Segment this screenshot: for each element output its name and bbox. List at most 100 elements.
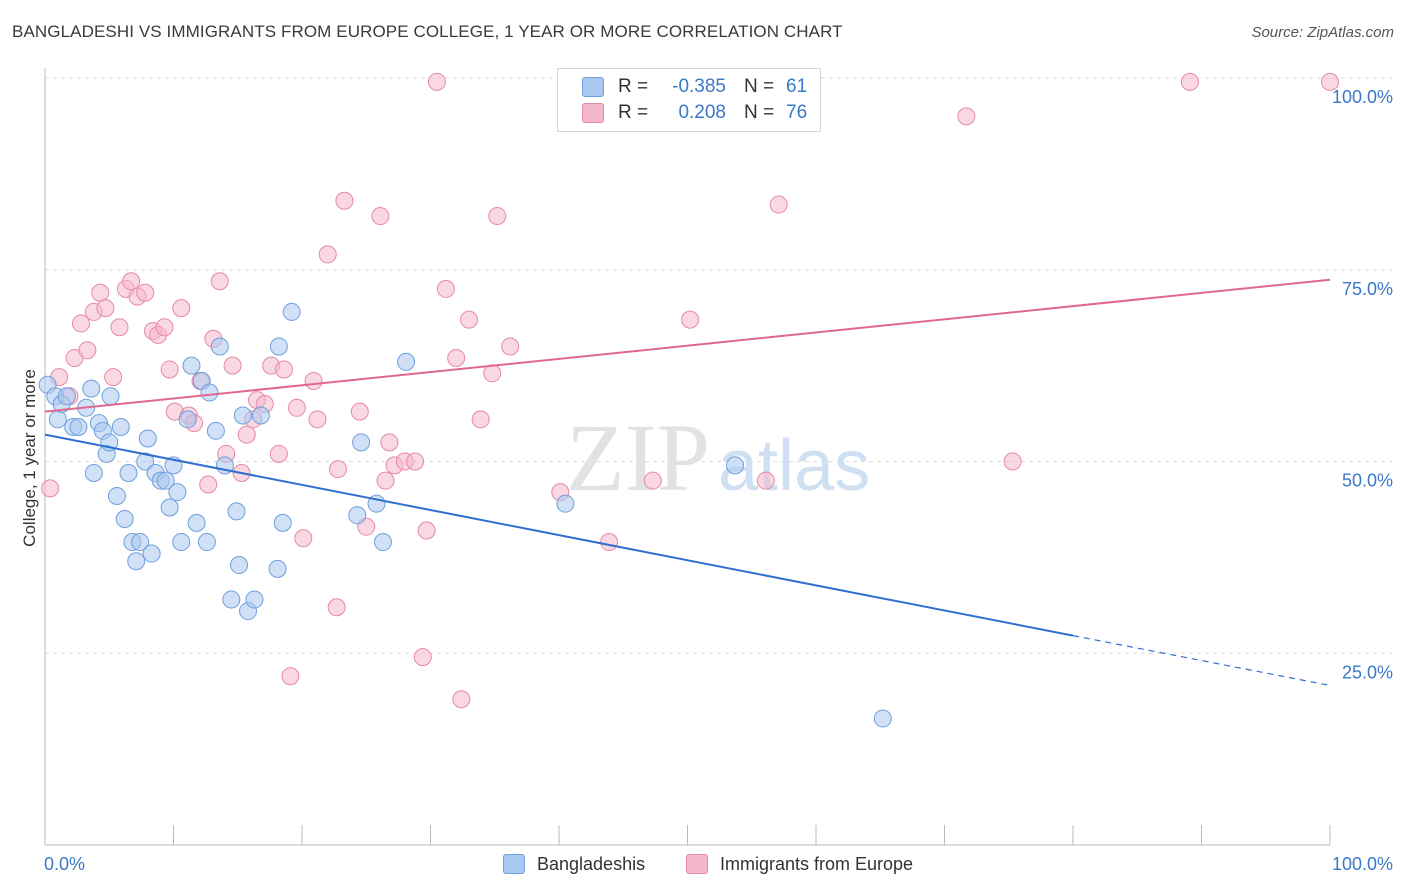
- point-bangladeshis: [107, 487, 126, 506]
- point-immigrants-from-europe: [957, 107, 976, 126]
- point-bangladeshis: [282, 302, 301, 321]
- point-bangladeshis: [227, 502, 246, 521]
- point-bangladeshis: [119, 464, 138, 483]
- point-bangladeshis: [69, 417, 88, 436]
- point-bangladeshis: [115, 510, 134, 529]
- legend-r-label: R =: [618, 102, 649, 123]
- legend-r-value: -0.385: [672, 76, 726, 97]
- point-bangladeshis: [251, 406, 270, 425]
- point-immigrants-from-europe: [371, 207, 390, 226]
- point-bangladeshis: [142, 544, 161, 563]
- point-immigrants-from-europe: [96, 299, 115, 318]
- axes: [44, 68, 1331, 846]
- point-immigrants-from-europe: [447, 348, 466, 367]
- point-bangladeshis: [178, 410, 197, 429]
- point-bangladeshis: [187, 513, 206, 532]
- bottom-legend-label: Bangladeshis: [537, 853, 646, 874]
- point-bangladeshis: [111, 417, 130, 436]
- point-bangladeshis: [556, 494, 575, 513]
- point-immigrants-from-europe: [172, 299, 191, 318]
- bottom-legend-bangladeshis[interactable]: Bangladeshis: [503, 852, 645, 876]
- point-immigrants-from-europe: [350, 402, 369, 421]
- trendlines: [44, 278, 1331, 687]
- series-bangladeshis: [38, 302, 892, 728]
- point-immigrants-from-europe: [110, 318, 129, 337]
- point-immigrants-from-europe: [681, 310, 700, 329]
- chart-title: BANGLADESHI VS IMMIGRANTS FROM EUROPE CO…: [12, 22, 843, 41]
- point-immigrants-from-europe: [91, 283, 110, 302]
- point-bangladeshis: [101, 387, 120, 406]
- legend-swatch-pink: [582, 103, 604, 123]
- point-bangladeshis: [397, 352, 416, 371]
- trendline-immigrants-from-europe: [44, 278, 1331, 413]
- point-immigrants-from-europe: [417, 521, 436, 540]
- point-immigrants-from-europe: [1003, 452, 1022, 471]
- trendline-bangladeshis-extension: [1072, 635, 1331, 687]
- bottom-legend-swatch-pink: [686, 854, 708, 874]
- point-immigrants-from-europe: [269, 444, 288, 463]
- bottom-legend-swatch-blue: [503, 854, 525, 874]
- point-bangladeshis: [230, 556, 249, 575]
- point-immigrants-from-europe: [223, 356, 242, 375]
- legend-r-value: 0.208: [678, 102, 726, 123]
- y-tick-label: 50.0%: [1342, 471, 1393, 491]
- point-immigrants-from-europe: [41, 479, 60, 498]
- source-credit: Source: ZipAtlas.com: [1251, 24, 1394, 41]
- point-immigrants-from-europe: [769, 195, 788, 214]
- trendline-bangladeshis: [44, 433, 1074, 637]
- point-immigrants-from-europe: [199, 475, 218, 494]
- legend-row-bangladeshis: R = -0.385 N = 61: [582, 75, 807, 99]
- point-immigrants-from-europe: [756, 471, 775, 490]
- point-immigrants-from-europe: [380, 433, 399, 452]
- point-immigrants-from-europe: [488, 207, 507, 226]
- bottom-legend-label: Immigrants from Europe: [720, 853, 914, 874]
- point-immigrants-from-europe: [122, 272, 141, 291]
- legend-n-value: 61: [786, 76, 808, 97]
- y-tick-label: 25.0%: [1342, 662, 1393, 682]
- point-bangladeshis: [210, 337, 229, 356]
- bottom-legend-immigrants-from-europe[interactable]: Immigrants from Europe: [686, 852, 913, 876]
- x-tick-label-min: 0.0%: [44, 854, 85, 874]
- point-immigrants-from-europe: [78, 341, 97, 360]
- legend-n-label: N =: [744, 102, 775, 123]
- point-bangladeshis: [138, 429, 157, 448]
- point-bangladeshis: [82, 379, 101, 398]
- point-immigrants-from-europe: [71, 314, 90, 333]
- point-immigrants-from-europe: [281, 667, 300, 686]
- point-immigrants-from-europe: [327, 598, 346, 617]
- point-immigrants-from-europe: [1321, 72, 1339, 91]
- point-bangladeshis: [131, 533, 150, 552]
- point-immigrants-from-europe: [335, 191, 354, 210]
- point-bangladeshis: [200, 383, 219, 402]
- point-immigrants-from-europe: [376, 471, 395, 490]
- point-bangladeshis: [222, 590, 241, 609]
- point-bangladeshis: [197, 533, 216, 552]
- point-bangladeshis: [84, 464, 103, 483]
- point-bangladeshis: [233, 406, 252, 425]
- y-tick-label: 75.0%: [1342, 279, 1393, 299]
- point-immigrants-from-europe: [460, 310, 479, 329]
- legend-row-immigrants-from-europe: R = 0.208 N = 76: [582, 101, 807, 125]
- correlation-legend: R = -0.385 N = 61 R = 0.208 N = 76: [557, 68, 821, 132]
- point-immigrants-from-europe: [427, 72, 446, 91]
- point-bangladeshis: [156, 471, 175, 490]
- legend-r-label: R =: [618, 76, 649, 97]
- point-bangladeshis: [48, 410, 67, 429]
- x-tick-label-max: 100.0%: [1332, 854, 1393, 874]
- y-tick-label: 100.0%: [1332, 87, 1393, 107]
- point-immigrants-from-europe: [287, 398, 306, 417]
- watermark: ZIP atlas: [566, 404, 870, 511]
- point-immigrants-from-europe: [275, 360, 294, 379]
- point-immigrants-from-europe: [406, 452, 425, 471]
- point-bangladeshis: [182, 356, 201, 375]
- point-immigrants-from-europe: [104, 368, 123, 387]
- point-immigrants-from-europe: [501, 337, 520, 356]
- point-immigrants-from-europe: [328, 460, 347, 479]
- point-immigrants-from-europe: [643, 471, 662, 490]
- point-immigrants-from-europe: [308, 410, 327, 429]
- point-bangladeshis: [352, 433, 371, 452]
- legend-n-label: N =: [744, 76, 775, 97]
- point-immigrants-from-europe: [155, 318, 174, 337]
- tick-labels: 25.0% 50.0% 75.0% 100.0% 0.0% 100.0%: [44, 87, 1393, 874]
